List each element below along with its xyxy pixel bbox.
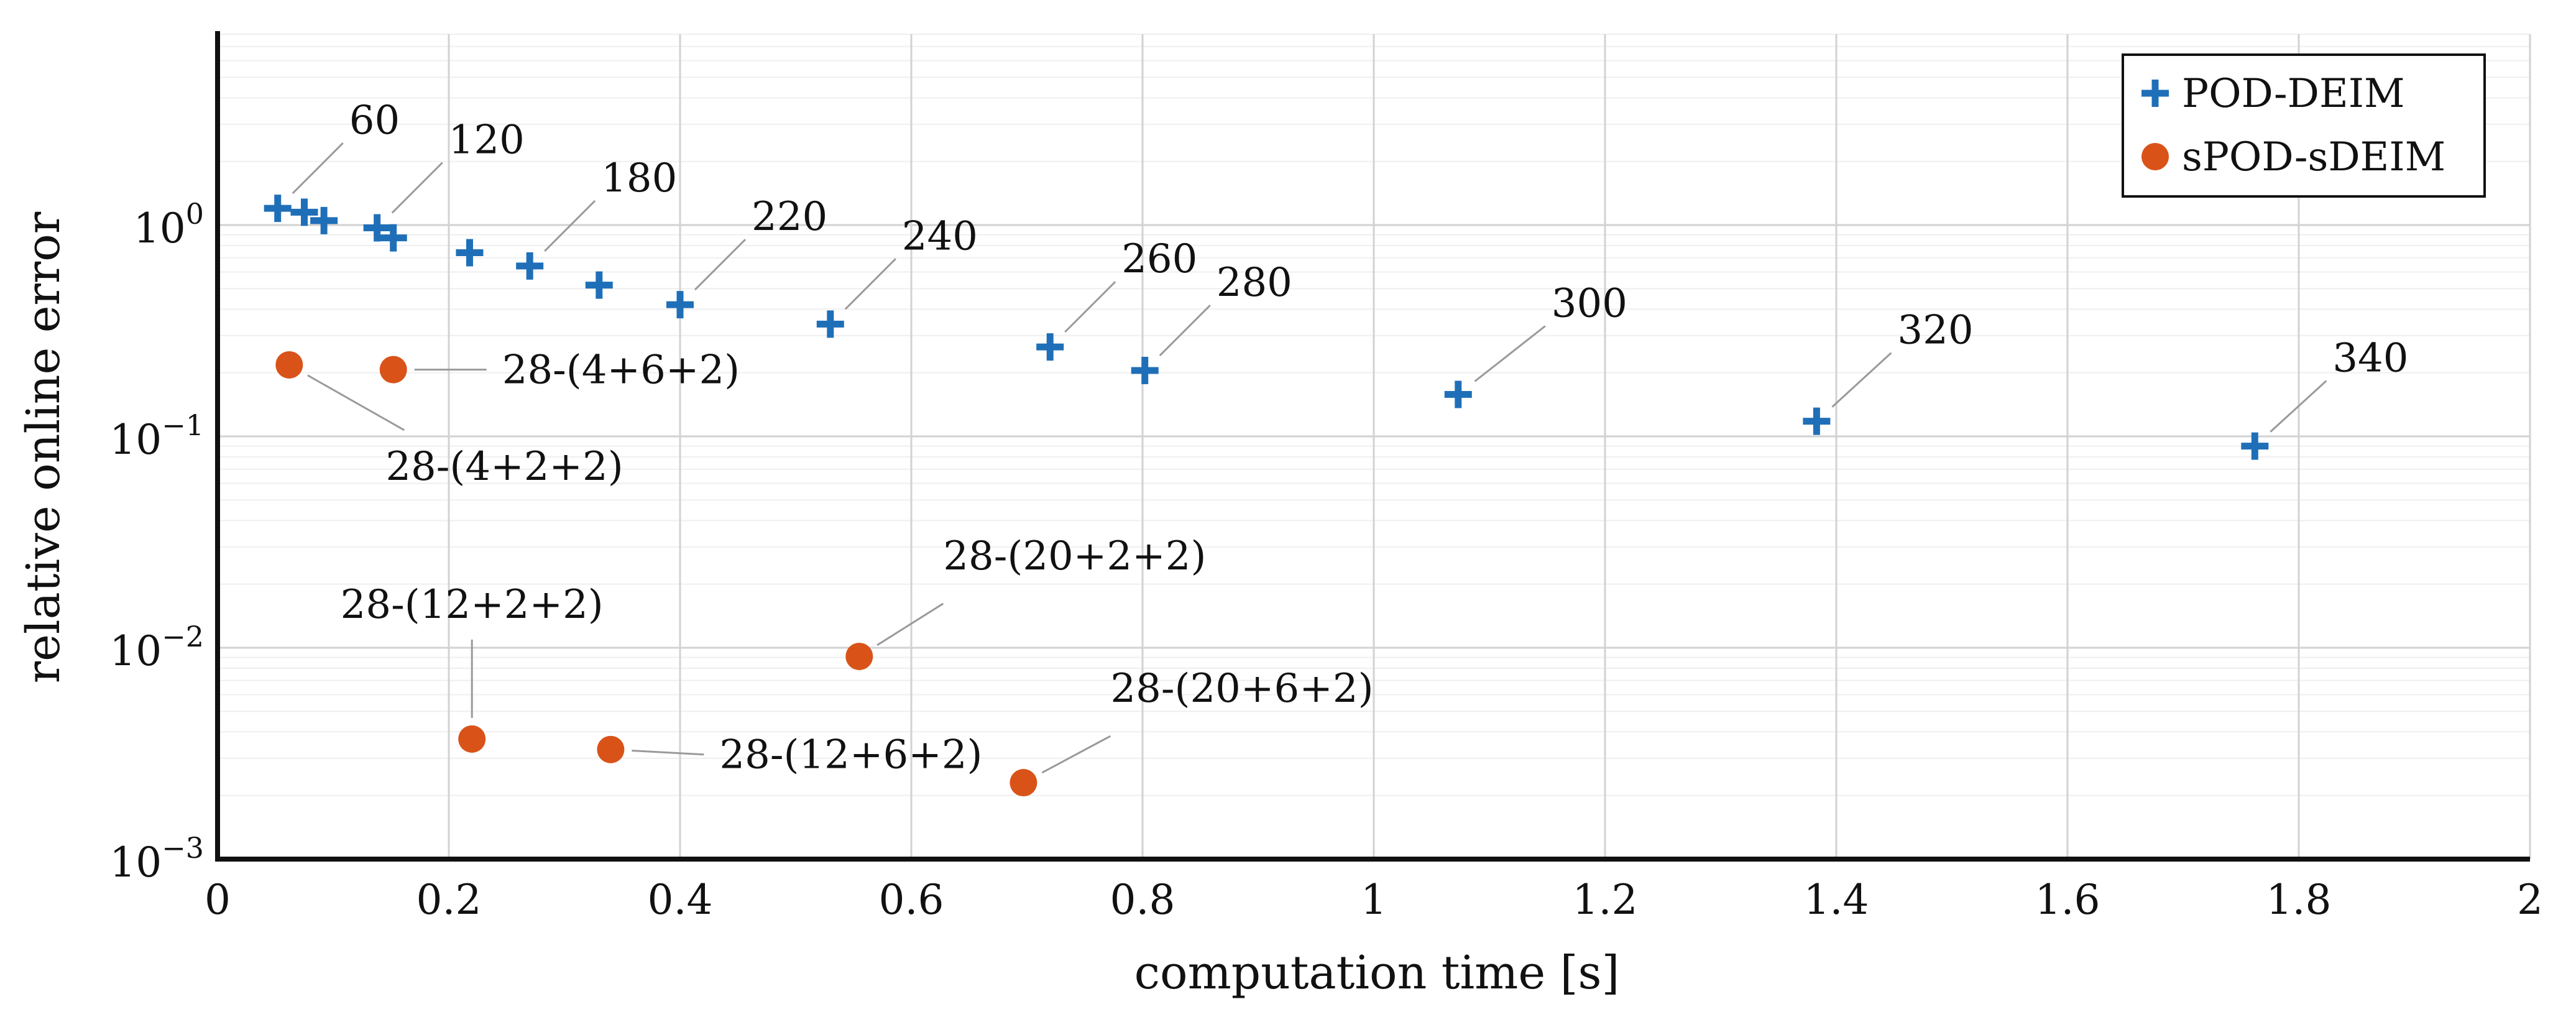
y-tick-label: 10−1: [109, 408, 204, 464]
pod-deim-point-label: 180: [601, 155, 677, 201]
spod-sdeim-point: [458, 725, 486, 753]
spod-sdeim-point: [845, 642, 873, 670]
pod-deim-point-label: 240: [902, 213, 978, 259]
leader-line: [391, 162, 443, 214]
x-tick-label: 1.2: [1573, 876, 1638, 924]
pod-deim-point: [363, 214, 391, 242]
legend-box: [2122, 53, 2486, 198]
pod-deim-point-label: 220: [752, 194, 827, 240]
pod-deim-point: [585, 271, 613, 299]
leader-line: [1159, 304, 1211, 357]
leader-line: [1474, 325, 1546, 382]
pod-deim-point: [264, 195, 292, 223]
pod-deim-point: [516, 252, 544, 280]
y-axis-title: relative online error: [17, 211, 70, 683]
data-points: [264, 195, 2269, 797]
leader-line: [876, 602, 944, 647]
pod-deim-point-label: 320: [1897, 308, 1973, 354]
spod-sdeim-point-label: 28-(12+2+2): [341, 582, 604, 628]
pod-deim-point-label: 60: [349, 98, 400, 144]
x-tick-label: 0.2: [416, 876, 482, 924]
leader-line: [544, 200, 596, 252]
x-tick-label: 1.8: [2266, 876, 2332, 924]
spod-sdeim-point: [275, 351, 303, 379]
point-labels: 60 120 180 220 240 260 280 300 320 340 28-(4+2+2) 2…: [341, 98, 2409, 778]
leader-line: [844, 258, 896, 310]
pod-deim-point: [1803, 407, 1831, 435]
pod-deim-point-label: 120: [449, 117, 525, 163]
x-tick-label: 1.6: [2035, 876, 2100, 924]
leader-line: [632, 750, 704, 756]
leader-line: [694, 239, 747, 291]
x-tick-label: 0.6: [879, 876, 944, 924]
spod-sdeim-point-label: 28-(20+2+2): [943, 533, 1206, 579]
legend-entry-label: POD-DEIM: [2182, 71, 2405, 117]
x-tick-label: 0: [205, 876, 231, 924]
axes: 0 0.2 0.4 0.6 0.8 1 1.2 1.4 1.6 1.8 2 10−3 10−2 10−1 1…: [109, 31, 2543, 924]
spod-sdeim-point-label: 28-(12+6+2): [719, 732, 982, 778]
y-tick-label: 10−3: [109, 831, 204, 886]
pod-deim-point-label: 260: [1121, 236, 1197, 282]
x-tick-label: 2: [2517, 876, 2543, 924]
leader-line: [292, 142, 344, 195]
pod-deim-point: [2241, 432, 2269, 460]
pod-deim-point: [816, 310, 844, 338]
pod-deim-point-label: 340: [2332, 336, 2408, 382]
pod-deim-point: [1444, 380, 1472, 408]
pod-deim-point: [1036, 333, 1064, 361]
pod-deim-point: [456, 239, 484, 267]
spod-sdeim-point: [1010, 769, 1037, 797]
spod-sdeim-point: [379, 356, 407, 384]
x-tick-label: 0.4: [648, 876, 713, 924]
leader-line: [1064, 281, 1116, 333]
pod-deim-point: [379, 224, 407, 252]
y-tick-label: 10−2: [109, 620, 204, 675]
pod-deim-point: [666, 291, 694, 319]
y-tick-label: 100: [134, 197, 204, 252]
pod-deim-point: [290, 198, 318, 226]
legend-entry-label: sPOD-sDEIM: [2182, 134, 2445, 180]
spod-sdeim-point: [597, 735, 625, 763]
legend: POD-DEIM sPOD-sDEIM: [2122, 53, 2486, 198]
leader-lines: [292, 142, 2327, 774]
spod-sdeim-point-label: 28-(20+6+2): [1110, 666, 1373, 712]
grid: [216, 34, 2531, 860]
leader-line: [307, 374, 405, 431]
pod-deim-point: [310, 206, 338, 234]
leader-line: [1831, 352, 1892, 408]
leader-line: [2270, 380, 2327, 433]
spod-sdeim-point-label: 28-(4+6+2): [502, 347, 740, 393]
legend-plus-marker: [2141, 80, 2169, 107]
pod-deim-point-label: 300: [1552, 280, 1627, 326]
pod-deim-point-label: 280: [1217, 260, 1292, 306]
pod-deim-point: [1131, 357, 1159, 385]
spod-sdeim-point-label: 28-(4+2+2): [385, 444, 623, 490]
leader-line: [1041, 735, 1111, 774]
legend-circle-marker: [2141, 143, 2169, 170]
x-tick-label: 1.4: [1804, 876, 1869, 924]
x-tick-label: 0.8: [1110, 876, 1175, 924]
x-axis-title: computation time [s]: [1134, 946, 1620, 1000]
x-tick-label: 1: [1361, 876, 1387, 924]
